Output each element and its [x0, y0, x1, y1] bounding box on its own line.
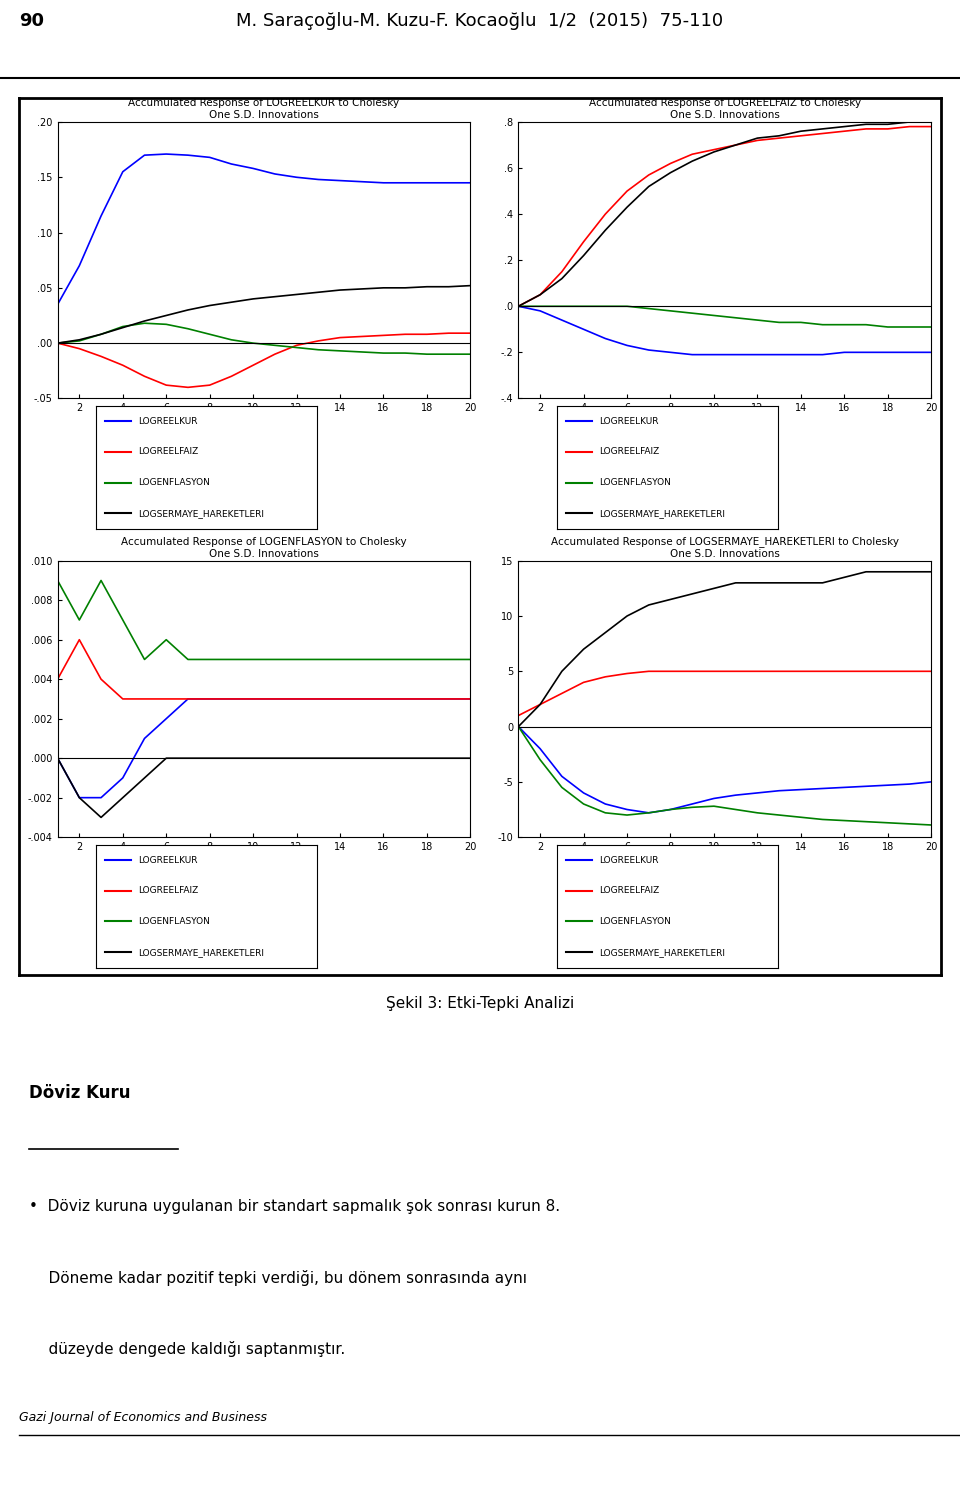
Text: LOGREELKUR: LOGREELKUR — [599, 855, 659, 864]
Text: LOGREELKUR: LOGREELKUR — [138, 855, 198, 864]
Title: Accumulated Response of LOGSERMAYE_HAREKETLERI to Cholesky
One S.D. Innovations: Accumulated Response of LOGSERMAYE_HAREK… — [551, 536, 899, 558]
Text: LOGREELFAIZ: LOGREELFAIZ — [138, 886, 198, 896]
Text: LOGREELKUR: LOGREELKUR — [599, 417, 659, 426]
Text: LOGENFLASYON: LOGENFLASYON — [599, 916, 671, 926]
Title: Accumulated Response of LOGENFLASYON to Cholesky
One S.D. Innovations: Accumulated Response of LOGENFLASYON to … — [121, 537, 407, 558]
Text: LOGENFLASYON: LOGENFLASYON — [138, 478, 210, 488]
Text: 90: 90 — [19, 12, 44, 30]
Text: LOGSERMAYE_HAREKETLERI: LOGSERMAYE_HAREKETLERI — [138, 948, 264, 957]
Text: LOGENFLASYON: LOGENFLASYON — [138, 916, 210, 926]
Title: Accumulated Response of LOGREELKUR to Cholesky
One S.D. Innovations: Accumulated Response of LOGREELKUR to Ch… — [129, 98, 399, 120]
Text: LOGENFLASYON: LOGENFLASYON — [599, 478, 671, 488]
Text: Şekil 3: Etki-Tepki Analizi: Şekil 3: Etki-Tepki Analizi — [386, 996, 574, 1011]
Text: Döviz Kuru: Döviz Kuru — [29, 1084, 131, 1102]
Text: LOGREELFAIZ: LOGREELFAIZ — [138, 447, 198, 456]
Text: LOGREELFAIZ: LOGREELFAIZ — [599, 886, 659, 896]
Text: LOGSERMAYE_HAREKETLERI: LOGSERMAYE_HAREKETLERI — [138, 509, 264, 518]
Text: •  Döviz kuruna uygulanan bir standart sapmalık şok sonrası kurun 8.: • Döviz kuruna uygulanan bir standart sa… — [29, 1200, 560, 1215]
Text: Döneme kadar pozitif tepki verdiği, bu dönem sonrasında aynı: Döneme kadar pozitif tepki verdiği, bu d… — [29, 1270, 527, 1286]
Title: Accumulated Response of LOGREELFAIZ to Cholesky
One S.D. Innovations: Accumulated Response of LOGREELFAIZ to C… — [588, 98, 861, 120]
Text: LOGREELKUR: LOGREELKUR — [138, 417, 198, 426]
Text: LOGSERMAYE_HAREKETLERI: LOGSERMAYE_HAREKETLERI — [599, 509, 725, 518]
Text: LOGSERMAYE_HAREKETLERI: LOGSERMAYE_HAREKETLERI — [599, 948, 725, 957]
Text: Gazi Journal of Economics and Business: Gazi Journal of Economics and Business — [19, 1410, 267, 1424]
Text: LOGREELFAIZ: LOGREELFAIZ — [599, 447, 659, 456]
Text: M. Saraçoğlu-M. Kuzu-F. Kocaoğlu  1/2  (2015)  75-110: M. Saraçoğlu-M. Kuzu-F. Kocaoğlu 1/2 (20… — [236, 12, 724, 30]
Text: düzeyde dengede kaldığı saptanmıştır.: düzeyde dengede kaldığı saptanmıştır. — [29, 1341, 345, 1358]
